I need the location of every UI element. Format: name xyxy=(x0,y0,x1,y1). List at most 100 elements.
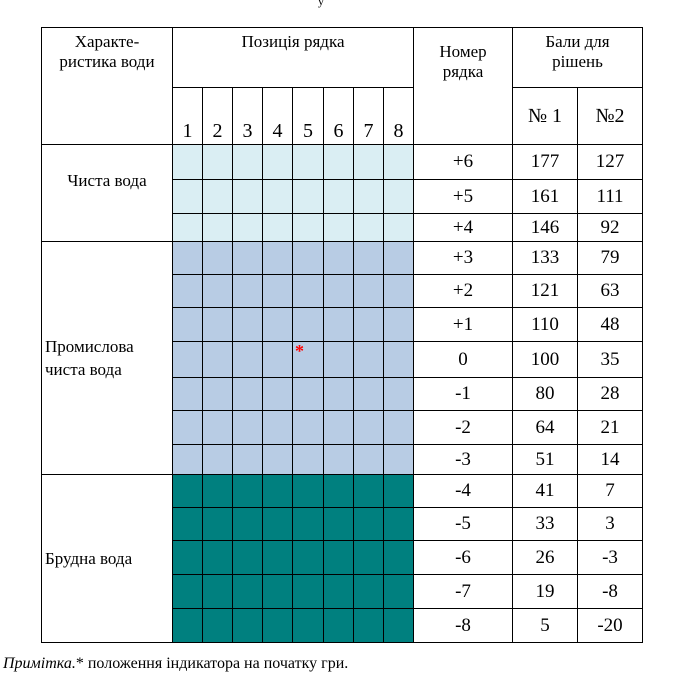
position-cell xyxy=(353,179,384,214)
score-solution-1: 64 xyxy=(512,410,578,445)
position-cell xyxy=(383,213,414,242)
note-label: Примітка. xyxy=(3,655,76,672)
position-cell xyxy=(172,410,203,445)
position-cell xyxy=(172,574,203,609)
position-cell xyxy=(353,213,384,242)
position-cell xyxy=(202,144,233,180)
position-cell xyxy=(353,474,384,508)
position-cell: * xyxy=(292,341,324,378)
row-number: +1 xyxy=(413,307,513,342)
position-cell xyxy=(202,474,233,508)
score-solution-2: 35 xyxy=(577,341,643,378)
page-top-fragment: у xyxy=(318,0,324,8)
score-solution-1: 41 xyxy=(512,474,578,508)
header-characteristic: Характе- ристика води xyxy=(41,27,173,145)
position-cell xyxy=(172,341,203,378)
position-cell xyxy=(262,144,293,180)
score-solution-2: 48 xyxy=(577,307,643,342)
score-solution-1: 33 xyxy=(512,507,578,541)
position-cell xyxy=(292,608,324,643)
position-cell xyxy=(232,307,263,342)
position-number: 1 xyxy=(172,87,203,145)
position-cell xyxy=(172,474,203,508)
water-table-wrapper: Характе- ристика води Позиція рядка Номе… xyxy=(41,27,643,643)
position-cell xyxy=(323,274,354,308)
position-cell xyxy=(202,341,233,378)
position-cell xyxy=(232,410,263,445)
score-solution-1: 80 xyxy=(512,377,578,411)
position-number: 5 xyxy=(292,87,324,145)
position-cell xyxy=(262,410,293,445)
position-cell xyxy=(292,377,324,411)
position-cell xyxy=(323,144,354,180)
position-cell xyxy=(353,507,384,541)
row-number: +6 xyxy=(413,144,513,180)
position-cell xyxy=(383,474,414,508)
position-cell xyxy=(323,574,354,609)
score-solution-2: 28 xyxy=(577,377,643,411)
position-cell xyxy=(292,213,324,242)
position-cell xyxy=(172,444,203,475)
position-cell xyxy=(383,377,414,411)
score-solution-2: 92 xyxy=(577,213,643,242)
position-cell xyxy=(292,307,324,342)
position-cell xyxy=(232,377,263,411)
table-row: -1 80 28 xyxy=(42,377,643,411)
position-cell xyxy=(323,307,354,342)
table-row: -2 64 21 xyxy=(42,410,643,445)
table-row: +1 110 48 xyxy=(42,307,643,342)
position-cell xyxy=(323,474,354,508)
score-solution-1: 26 xyxy=(512,540,578,575)
score-solution-1: 19 xyxy=(512,574,578,609)
table-row: +4 146 92 xyxy=(42,213,643,242)
position-number: 6 xyxy=(323,87,354,145)
score-solution-2: 14 xyxy=(577,444,643,475)
position-cell xyxy=(292,474,324,508)
position-cell xyxy=(232,213,263,242)
position-cell xyxy=(323,540,354,575)
score-solution-1: 100 xyxy=(512,341,578,378)
score-solution-2: 3 xyxy=(577,507,643,541)
score-solution-2: 7 xyxy=(577,474,643,508)
position-cell xyxy=(202,574,233,609)
position-cell xyxy=(262,377,293,411)
row-number: +4 xyxy=(413,213,513,242)
position-cell xyxy=(383,540,414,575)
position-cell xyxy=(202,274,233,308)
position-cell xyxy=(172,144,203,180)
row-number: -1 xyxy=(413,377,513,411)
score-solution-1: 110 xyxy=(512,307,578,342)
position-cell xyxy=(353,410,384,445)
position-cell xyxy=(353,608,384,643)
position-cell xyxy=(323,179,354,214)
position-cell xyxy=(262,574,293,609)
score-solution-2: 79 xyxy=(577,241,643,275)
position-cell xyxy=(262,307,293,342)
position-cell xyxy=(292,241,324,275)
position-cell xyxy=(383,574,414,609)
score-solution-2: 111 xyxy=(577,179,643,214)
header-scores: Бали для рішень xyxy=(512,27,643,88)
table-row: -6 26 -3 xyxy=(42,540,643,575)
position-cell xyxy=(172,274,203,308)
position-cell xyxy=(383,307,414,342)
row-number: -3 xyxy=(413,444,513,475)
position-cell xyxy=(232,608,263,643)
position-cell xyxy=(232,341,263,378)
position-cell xyxy=(172,179,203,214)
position-cell xyxy=(232,474,263,508)
score-solution-1: 121 xyxy=(512,274,578,308)
score-solution-1: 146 xyxy=(512,213,578,242)
position-cell xyxy=(202,540,233,575)
table-row: Брудна вода -4 41 7 xyxy=(41,474,643,643)
position-cell xyxy=(353,444,384,475)
position-cell xyxy=(262,341,293,378)
indicator-marker: * xyxy=(295,341,304,361)
position-cell xyxy=(262,444,293,475)
score-solution-1: 177 xyxy=(512,144,578,180)
table-row: -8 5 -20 xyxy=(42,608,643,643)
score-solution-1: 51 xyxy=(512,444,578,475)
position-cell xyxy=(383,608,414,643)
position-cell xyxy=(202,507,233,541)
position-cell xyxy=(323,444,354,475)
